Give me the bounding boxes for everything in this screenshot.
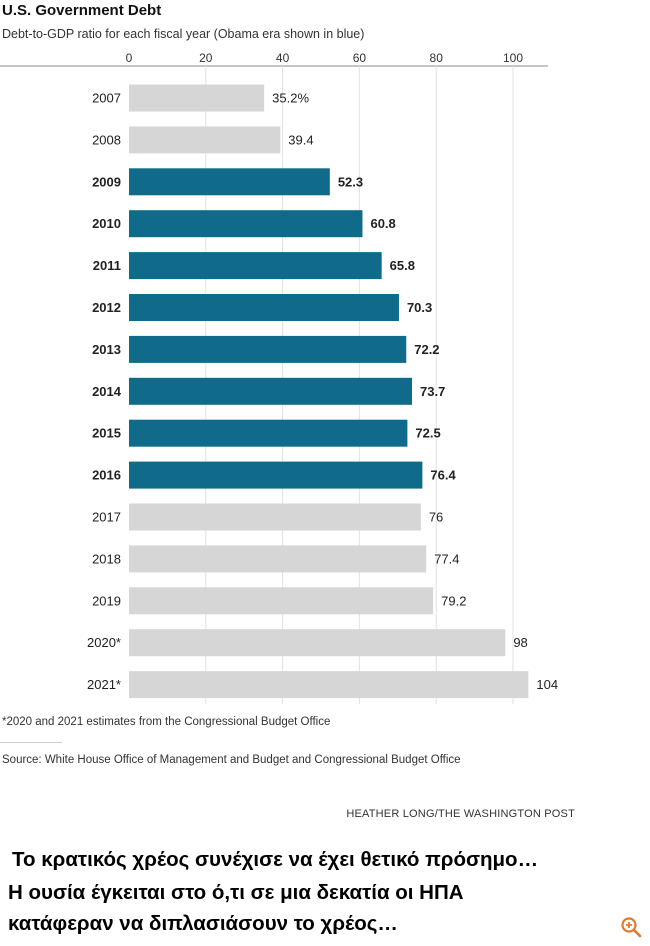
x-tick-label: 80 xyxy=(430,51,444,65)
category-label: 2007 xyxy=(92,91,121,106)
x-tick-label: 40 xyxy=(276,51,290,65)
footnote: *2020 and 2021 estimates from the Congre… xyxy=(2,716,331,728)
data-label: 98 xyxy=(513,635,527,650)
category-label: 2010 xyxy=(92,216,121,231)
bar xyxy=(129,503,421,531)
bar xyxy=(129,377,413,405)
credit-line: HEATHER LONG/THE WASHINGTON POST xyxy=(346,808,575,820)
data-label: 73.7 xyxy=(420,384,445,399)
category-label: 2020* xyxy=(87,635,121,650)
bar xyxy=(129,294,399,321)
caption-line-1: Το κρατικός χρέος συνέχισε να έχει θετικ… xyxy=(12,848,539,871)
data-label: 76 xyxy=(429,510,443,525)
bar xyxy=(129,252,382,280)
category-label: 2009 xyxy=(92,174,121,189)
zoom-in-icon[interactable] xyxy=(620,916,642,938)
bar xyxy=(129,126,281,154)
category-label: 2015 xyxy=(92,426,121,441)
data-label: 65.8 xyxy=(390,258,415,273)
data-label: 60.8 xyxy=(370,216,395,231)
bar xyxy=(129,545,427,573)
bar xyxy=(129,84,265,112)
x-tick-label: 20 xyxy=(199,51,213,65)
category-label: 2021* xyxy=(87,677,121,692)
data-label: 70.3 xyxy=(407,300,432,315)
x-tick-label: 100 xyxy=(503,51,523,65)
bar xyxy=(129,335,407,363)
category-label: 2008 xyxy=(92,132,121,147)
bar xyxy=(129,587,434,615)
chart-title: U.S. Government Debt xyxy=(2,2,162,19)
data-label: 52.3 xyxy=(338,174,363,189)
category-label: 2014 xyxy=(92,384,122,399)
bar xyxy=(129,419,408,447)
bar-chart: 0 20 40 60 80 100 2007 35.2% 2008 39.4 2009 52.3 201… xyxy=(0,51,558,704)
x-tick-label: 60 xyxy=(353,51,367,65)
bar xyxy=(129,671,529,699)
bar xyxy=(129,168,330,196)
category-label: 2017 xyxy=(92,510,121,525)
divider xyxy=(0,742,62,743)
source-note: Source: White House Office of Management… xyxy=(2,754,461,766)
data-label: 72.2 xyxy=(414,342,439,357)
category-label: 2011 xyxy=(93,258,121,273)
caption-line-2: Η ουσία έγκειται στο ό,τι σε μια δεκατία… xyxy=(8,881,464,904)
data-label: 77.4 xyxy=(434,551,459,566)
bar xyxy=(129,461,423,489)
data-label: 72.5 xyxy=(415,426,440,441)
caption-line-3: κατάφεραν να διπλασιάσουν το χρέος… xyxy=(8,912,398,935)
chart-subtitle: Debt-to-GDP ratio for each fiscal year (… xyxy=(2,27,365,41)
data-label: 35.2% xyxy=(272,91,309,106)
category-label: 2013 xyxy=(92,342,121,357)
category-label: 2016 xyxy=(92,468,121,483)
data-label: 79.2 xyxy=(441,593,466,608)
data-label: 104 xyxy=(536,677,558,692)
bar xyxy=(129,629,506,657)
data-label: 76.4 xyxy=(430,468,456,483)
category-label: 2018 xyxy=(92,551,121,566)
data-label: 39.4 xyxy=(288,132,313,147)
bar xyxy=(129,210,363,238)
category-label: 2019 xyxy=(92,593,121,608)
category-label: 2012 xyxy=(92,300,121,315)
x-tick-label: 0 xyxy=(126,51,133,65)
